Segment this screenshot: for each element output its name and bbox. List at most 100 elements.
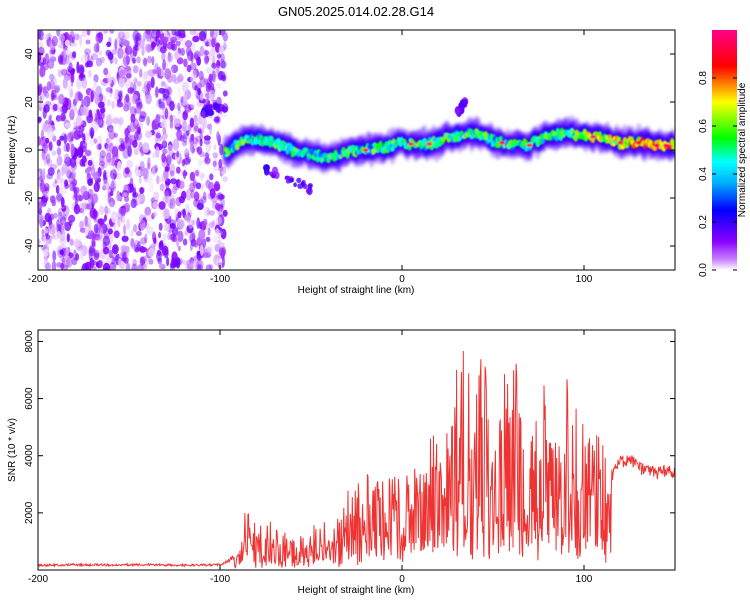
noise-blob [177,230,184,243]
noise-blob [107,124,114,133]
noise-blob [109,190,114,197]
bottom-y-axis-label: SNR (10 * v/v) [7,418,18,482]
colorbar-tick-label: 0.0 [698,263,709,277]
noise-blob [182,238,188,246]
noise-blob [213,156,218,165]
noise-blob [108,197,115,208]
noise-blob [49,39,56,51]
noise-blob [223,43,228,51]
colorbar: 0.0 0.2 0.4 0.6 0.8 Normalized spectral ampl… [698,30,748,277]
noise-blob [118,258,122,269]
noise-blob [100,164,105,171]
noise-blob [79,202,85,209]
noise-blob [38,83,43,93]
noise-blob [60,262,65,270]
noise-blob [105,114,112,126]
noise-blob [161,51,166,61]
noise-blob [173,118,181,128]
noise-blob [190,73,197,84]
noise-blob [184,230,189,236]
noise-blob [222,90,228,97]
noise-blob [196,182,200,191]
noise-blob [134,131,139,142]
noise-blob [160,81,166,87]
noise-blob [41,149,46,160]
bottom-y-tick-label: 2000 [24,501,35,524]
side-feature-blob [208,104,213,110]
side-feature-blob [221,106,228,113]
noise-blob [134,107,142,114]
noise-blob [178,180,185,190]
noise-blob [63,133,68,145]
noise-blob [92,211,98,221]
noise-blob [127,87,135,94]
colorbar-tick-label: 0.8 [698,71,709,85]
noise-blob [216,65,220,75]
noise-blob [198,30,206,42]
noise-blob [118,207,126,217]
noise-blob [135,97,142,106]
noise-blob [212,30,218,39]
noise-blob [120,249,126,258]
noise-blob [213,254,220,266]
noise-blob [40,179,45,191]
noise-blob [61,247,67,257]
noise-blob [181,120,188,132]
noise-blob [124,45,133,55]
ridge-core-blob [434,144,439,149]
noise-blob [47,167,55,176]
noise-blob [133,147,139,156]
noise-blob [52,135,57,142]
ridge-core-blob [352,145,357,151]
noise-blob [145,83,151,90]
noise-blob [47,207,52,214]
noise-blob [183,157,191,165]
noise-blob [209,86,216,95]
noise-blob [87,159,93,166]
noise-blob [61,132,66,142]
noise-blob [58,93,65,105]
noise-blob [39,65,46,78]
noise-blob [139,187,145,194]
ridge-core-blob [597,131,602,138]
noise-blob [130,113,136,124]
noise-blob [38,238,41,246]
noise-blob [185,215,191,223]
noise-blob [162,233,167,242]
side-feature-blob [297,183,304,190]
side-feature-blob [201,110,206,118]
noise-blob [106,171,110,179]
noise-blob [196,259,204,269]
noise-blob [158,101,166,109]
noise-blob [60,112,66,122]
noise-blob [56,155,63,166]
noise-blob [203,135,211,141]
noise-blob [79,220,85,230]
ridge-hotspot [362,148,369,152]
noise-blob [113,221,116,231]
noise-blob [162,88,170,99]
noise-blob [169,120,174,129]
noise-blob [183,58,188,68]
noise-blob [47,50,54,63]
noise-blob [172,226,179,237]
noise-blob [212,160,217,167]
noise-blob [111,165,119,174]
noise-blob [205,152,210,159]
noise-blob [42,34,50,41]
noise-blob [90,55,94,68]
noise-blob [123,40,130,47]
noise-blob [205,81,211,92]
noise-blob [57,68,62,78]
side-feature-blob [306,187,313,196]
noise-blob [119,261,126,270]
noise-blob [162,172,169,182]
noise-blob [212,152,219,159]
noise-blob [67,84,73,93]
noise-blob [190,261,196,267]
noise-blob [166,144,174,157]
noise-blob [198,229,206,241]
noise-blob [130,229,134,237]
bottom-x-tick-label: -200 [28,574,48,585]
noise-blob [138,175,142,185]
